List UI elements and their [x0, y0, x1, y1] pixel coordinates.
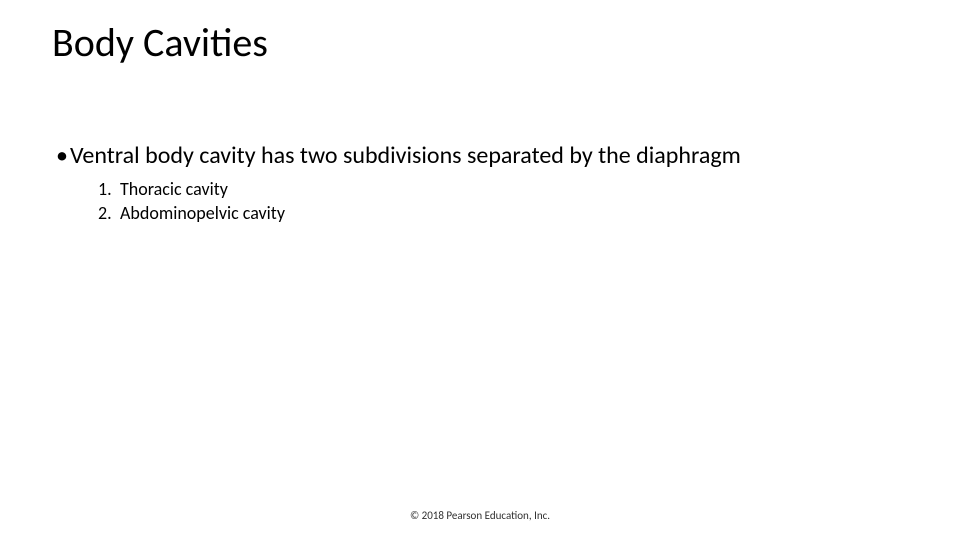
list-item-text: Thoracic cavity: [120, 178, 228, 200]
footer-copyright: © 2018 Pearson Education, Inc.: [0, 509, 960, 522]
slide-title: Body Cavities: [52, 18, 268, 67]
list-item: 2.Abdominopelvic cavity: [98, 201, 906, 225]
list-item-number: 1.: [98, 177, 120, 201]
list-item-number: 2.: [98, 201, 120, 225]
numbered-list: 1.Thoracic cavity 2.Abdominopelvic cavit…: [98, 177, 906, 226]
bullet-item: •Ventral body cavity has two subdivision…: [56, 140, 906, 171]
body-content: •Ventral body cavity has two subdivision…: [56, 140, 906, 226]
list-item: 1.Thoracic cavity: [98, 177, 906, 201]
slide: Body Cavities •Ventral body cavity has t…: [0, 0, 960, 540]
bullet-text: Ventral body cavity has two subdivisions…: [70, 141, 741, 170]
bullet-marker: •: [56, 140, 70, 171]
list-item-text: Abdominopelvic cavity: [120, 202, 285, 224]
